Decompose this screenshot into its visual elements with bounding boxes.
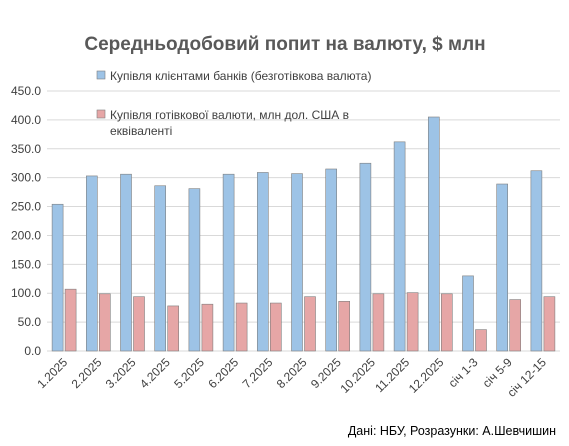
x-tick-label: 4.2025 bbox=[137, 355, 173, 391]
bar-cash bbox=[338, 301, 351, 352]
source-note: Дані: НБУ, Розразунки: А.Шевчишин bbox=[348, 424, 556, 438]
bar-cashless bbox=[154, 185, 166, 352]
bar-cash bbox=[509, 299, 522, 352]
legend-label-cashless: Купівля клієнтами банків (безготівкова в… bbox=[110, 69, 371, 83]
bar-cashless bbox=[222, 173, 235, 352]
bar-cashless bbox=[291, 173, 303, 352]
legend-label-cash-line2: еквіваленті bbox=[110, 124, 172, 138]
bar-cash bbox=[235, 302, 248, 352]
bar-cashless bbox=[256, 172, 269, 352]
y-tick-label: 250.0 bbox=[11, 200, 41, 214]
x-tick-label: 3.2025 bbox=[103, 355, 139, 391]
bar-cashless bbox=[496, 183, 509, 352]
chart-title: Середньодобовий попит на валюту, $ млн bbox=[84, 34, 485, 55]
y-axis-ticks: 0.0 50.0 100.0 150.0 200.0 250.0 300.0 350.0 400… bbox=[11, 84, 41, 358]
bar-cash bbox=[99, 293, 111, 352]
bar-cashless bbox=[120, 173, 132, 352]
x-tick-label: 10.2025 bbox=[337, 355, 378, 396]
bar-cash bbox=[64, 288, 77, 352]
y-tick-label: 350.0 bbox=[11, 142, 41, 156]
x-tick-label: 7.2025 bbox=[240, 355, 276, 391]
y-tick-label: 400.0 bbox=[11, 113, 41, 127]
y-tick-label: 100.0 bbox=[11, 286, 41, 300]
x-tick-label: 6.2025 bbox=[205, 355, 241, 391]
y-tick-label: 450.0 bbox=[11, 84, 41, 98]
bar-cashless bbox=[359, 162, 372, 352]
x-axis-ticks: 1.20252.20253.20254.20255.20256.20257.20… bbox=[34, 355, 549, 400]
bar-cashless bbox=[530, 170, 543, 352]
bar-cashless bbox=[462, 275, 474, 352]
x-tick-label: 11.2025 bbox=[372, 355, 412, 395]
x-tick-label: 1.2025 bbox=[34, 355, 70, 391]
x-tick-label: 8.2025 bbox=[274, 355, 310, 391]
bar-cash bbox=[201, 303, 214, 352]
bar-cash bbox=[406, 292, 419, 352]
x-tick-label: 5.2025 bbox=[171, 355, 207, 391]
x-tick-label: січ 1-3 bbox=[446, 355, 481, 390]
x-tick-label: 2.2025 bbox=[69, 355, 105, 391]
y-tick-label: 200.0 bbox=[11, 228, 41, 242]
bar-cash bbox=[133, 296, 145, 352]
legend: Купівля клієнтами банків (безготівкова в… bbox=[96, 69, 371, 138]
y-tick-label: 300.0 bbox=[11, 171, 41, 185]
bar-cash bbox=[304, 296, 316, 352]
legend-swatch-cashless bbox=[96, 70, 106, 80]
x-tick-label: 12.2025 bbox=[406, 355, 447, 396]
legend-label-cash: Купівля готівкової валюти, млн дол. США … bbox=[110, 108, 352, 138]
bar-cashless bbox=[427, 116, 440, 352]
bar-cash bbox=[475, 329, 487, 352]
bar-cash bbox=[372, 293, 385, 352]
bar-cashless bbox=[393, 141, 406, 352]
y-tick-label: 50.0 bbox=[18, 315, 42, 329]
y-tick-label: 150.0 bbox=[11, 257, 41, 271]
legend-label-cash-line1: Купівля готівкової валюти, млн дол. США … bbox=[110, 108, 349, 122]
bar-cashless bbox=[86, 175, 98, 352]
bar-cashless bbox=[325, 168, 338, 352]
bars bbox=[51, 116, 556, 352]
bar-cash bbox=[440, 293, 453, 352]
bar-cash bbox=[543, 296, 556, 352]
bar-cash bbox=[269, 302, 282, 352]
bar-cash bbox=[167, 305, 179, 352]
legend-swatch-cash bbox=[96, 109, 106, 119]
gridlines bbox=[47, 90, 560, 352]
y-tick-label: 0.0 bbox=[24, 344, 41, 358]
bar-cashless bbox=[51, 203, 64, 352]
bar-cashless bbox=[188, 188, 201, 352]
